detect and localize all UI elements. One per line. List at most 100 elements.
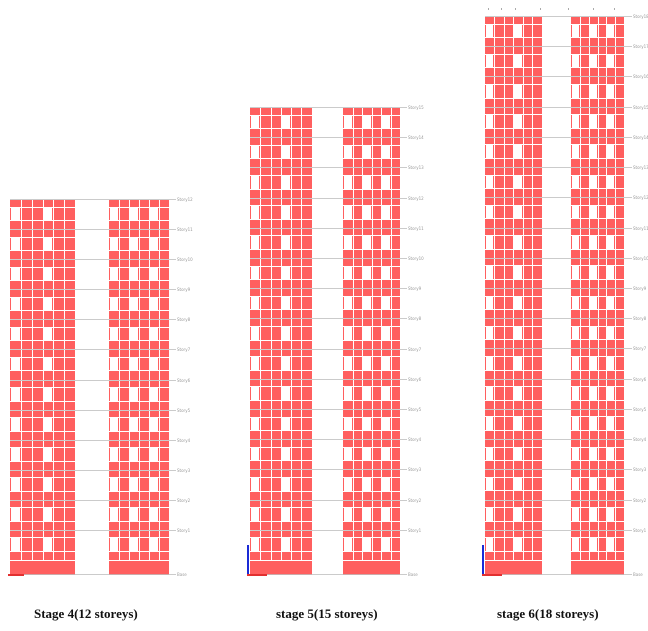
window bbox=[11, 537, 20, 551]
window bbox=[129, 296, 138, 311]
window bbox=[43, 387, 53, 401]
storey-level-line bbox=[250, 529, 407, 531]
window bbox=[363, 386, 371, 400]
window bbox=[607, 23, 615, 38]
stage-2: Story15 Story14 Story13 Story12 Story11 Story… bbox=[247, 105, 424, 577]
storey-label: Story4 bbox=[633, 437, 647, 443]
window bbox=[589, 53, 597, 68]
window bbox=[382, 235, 390, 249]
window bbox=[363, 295, 371, 310]
storey-label: Story15 bbox=[408, 105, 424, 110]
storey-label: Story15 bbox=[633, 104, 648, 110]
window bbox=[514, 53, 522, 68]
storey-level-line bbox=[10, 439, 176, 441]
storey-label: Story1 bbox=[633, 527, 647, 533]
window bbox=[382, 386, 390, 400]
window bbox=[363, 144, 371, 159]
window bbox=[149, 206, 158, 221]
window bbox=[589, 295, 597, 310]
window bbox=[251, 386, 260, 400]
storey-label: Story3 bbox=[633, 467, 647, 473]
window bbox=[363, 446, 371, 461]
window bbox=[514, 537, 522, 551]
window bbox=[486, 386, 494, 400]
storey-level-line bbox=[10, 469, 176, 471]
window bbox=[43, 417, 53, 431]
window bbox=[607, 265, 615, 279]
window bbox=[607, 204, 615, 219]
storey-level-line bbox=[485, 257, 632, 259]
window bbox=[486, 446, 494, 461]
window bbox=[589, 507, 597, 521]
window bbox=[607, 174, 615, 189]
storey-label: Story16 bbox=[633, 74, 648, 80]
window bbox=[109, 206, 118, 221]
storey-label: Story14 bbox=[633, 134, 648, 140]
window bbox=[514, 356, 522, 370]
window bbox=[486, 295, 494, 310]
storey-label: Story4 bbox=[408, 437, 422, 443]
window bbox=[514, 235, 522, 249]
storey-level-line bbox=[485, 378, 632, 380]
window bbox=[363, 205, 371, 219]
window bbox=[363, 235, 371, 249]
window bbox=[486, 144, 494, 159]
storey-label: Story7 bbox=[177, 347, 191, 353]
window bbox=[486, 356, 494, 370]
window bbox=[514, 507, 522, 521]
storey-label: Story17 bbox=[633, 44, 648, 50]
window bbox=[486, 23, 494, 38]
window bbox=[11, 477, 20, 491]
stage-caption: stage 5(15 storeys) bbox=[276, 606, 378, 621]
window bbox=[486, 174, 494, 189]
storey-label: Story6 bbox=[177, 377, 191, 383]
storey-level-line bbox=[10, 574, 176, 575]
storey-label: Base bbox=[633, 572, 643, 577]
stage-1: Story12 Story11 Story10 Story9 Story8 Story7 S… bbox=[8, 197, 193, 577]
window bbox=[382, 114, 390, 129]
window bbox=[129, 447, 138, 461]
window bbox=[344, 174, 352, 189]
window bbox=[514, 295, 522, 310]
storey-label: Story6 bbox=[633, 376, 647, 382]
storey-label: Story9 bbox=[408, 286, 422, 292]
window bbox=[382, 325, 390, 340]
window bbox=[589, 114, 597, 128]
storey-label: Story13 bbox=[633, 165, 648, 171]
window bbox=[589, 416, 597, 431]
window bbox=[281, 476, 290, 491]
storey-level-line bbox=[10, 499, 176, 501]
storey-level-line bbox=[250, 348, 407, 350]
window bbox=[251, 174, 260, 189]
window bbox=[589, 386, 597, 400]
window bbox=[382, 537, 390, 551]
window bbox=[109, 447, 118, 461]
column-line bbox=[291, 107, 292, 560]
window bbox=[43, 447, 53, 461]
window bbox=[572, 416, 579, 431]
window bbox=[514, 265, 522, 279]
storey-level-line bbox=[250, 137, 407, 139]
storey-label: Story3 bbox=[177, 467, 191, 473]
window bbox=[11, 507, 20, 521]
window bbox=[281, 356, 290, 370]
window bbox=[251, 507, 260, 521]
storey-label: Story2 bbox=[177, 497, 191, 503]
storey-label: Story8 bbox=[408, 316, 422, 322]
window bbox=[589, 235, 597, 249]
storey-label: Base bbox=[408, 572, 418, 577]
window bbox=[572, 446, 579, 461]
window bbox=[43, 296, 53, 311]
window bbox=[43, 356, 53, 371]
window bbox=[486, 476, 494, 491]
column-line bbox=[301, 107, 303, 560]
storey-level-line bbox=[250, 288, 407, 290]
grid-tick bbox=[568, 8, 569, 10]
storey-level-line bbox=[485, 227, 632, 229]
window bbox=[572, 144, 579, 159]
storey-label: Story10 bbox=[633, 255, 648, 261]
storey-level-line bbox=[250, 499, 407, 501]
window bbox=[514, 476, 522, 491]
window bbox=[589, 446, 597, 461]
